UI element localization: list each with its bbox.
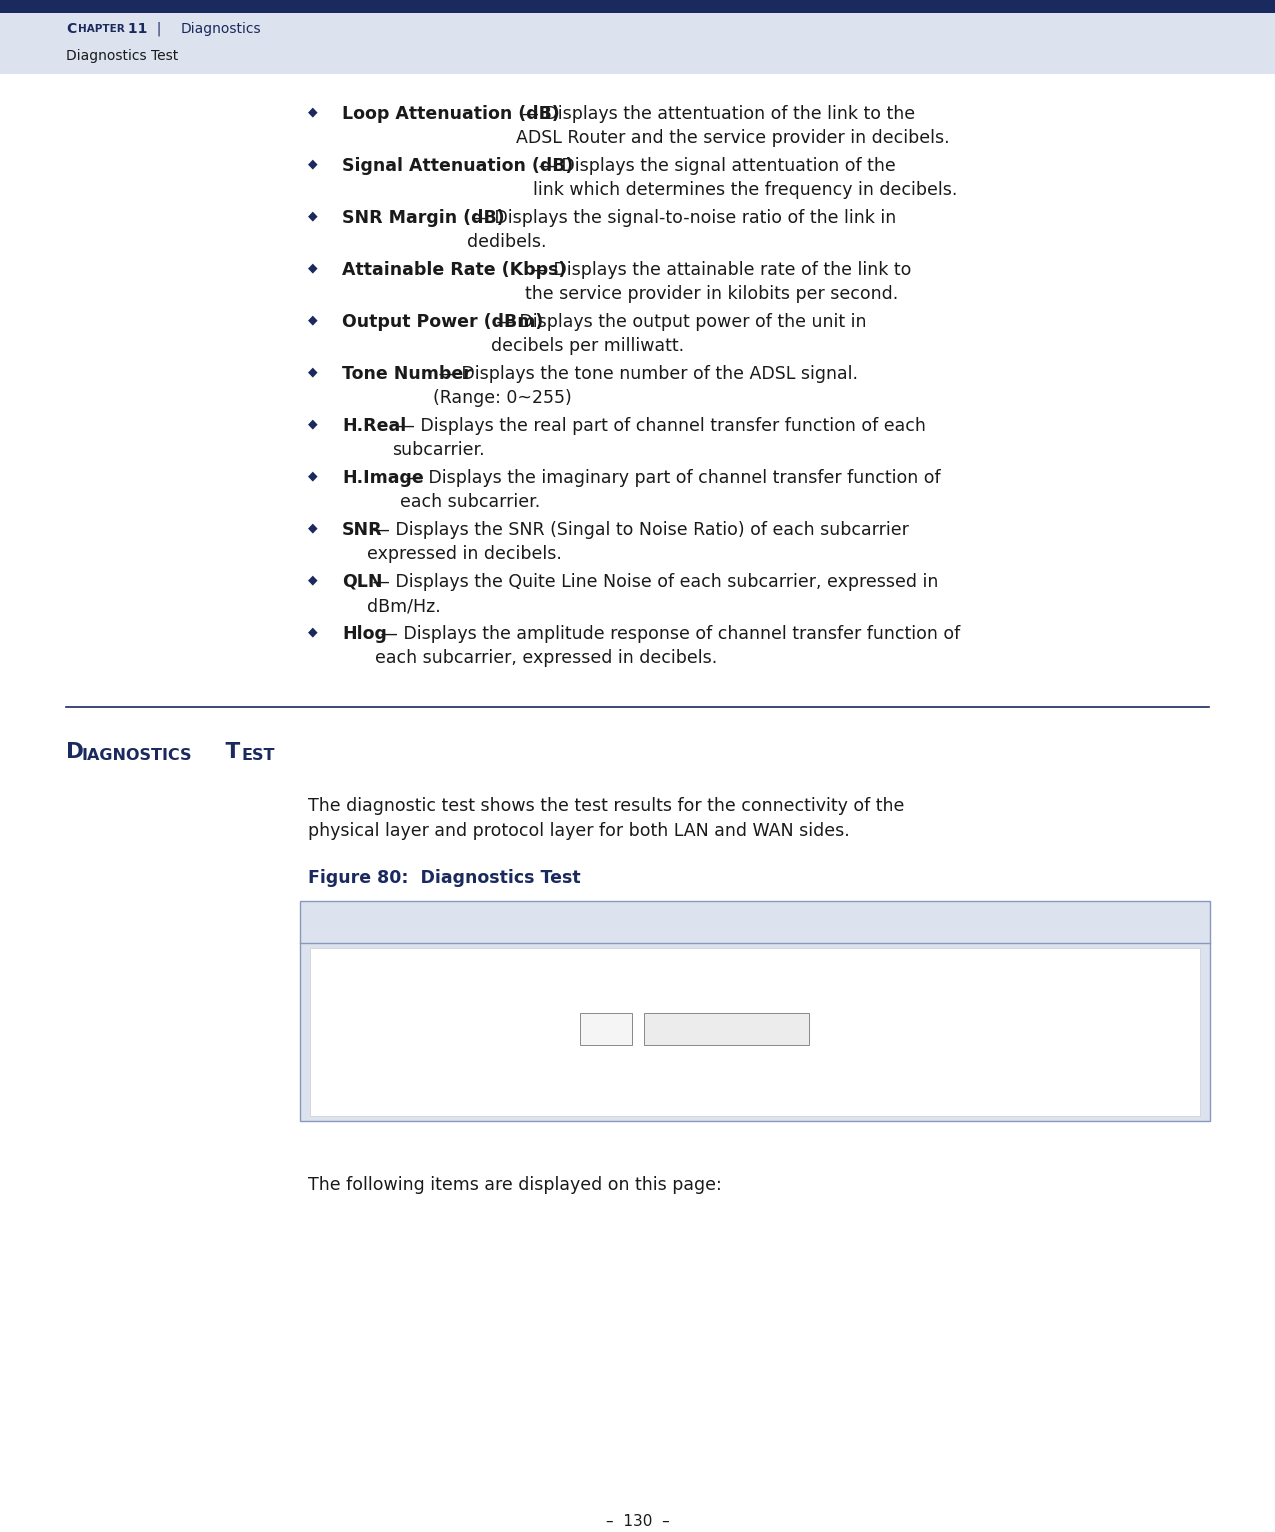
- Text: ◆: ◆: [309, 625, 317, 637]
- Text: — Displays the signal attentuation of the
link which determines the frequency in: — Displays the signal attentuation of th…: [533, 156, 958, 199]
- Text: D: D: [66, 741, 84, 761]
- FancyBboxPatch shape: [300, 901, 1210, 1121]
- Text: IAGNOSTICS: IAGNOSTICS: [82, 748, 191, 763]
- Text: ◆: ◆: [309, 156, 317, 170]
- Text: Attainable Rate (Kbps): Attainable Rate (Kbps): [342, 260, 566, 279]
- Text: HAPTER: HAPTER: [78, 25, 125, 34]
- FancyBboxPatch shape: [580, 1013, 632, 1045]
- Text: — Displays the Quite Line Noise of each subcarrier, expressed in
dBm/Hz.: — Displays the Quite Line Noise of each …: [367, 573, 938, 616]
- Text: vc0 ▾: vc0 ▾: [586, 1023, 616, 1037]
- Text: Figure 80:  Diagnostics Test: Figure 80: Diagnostics Test: [309, 869, 580, 887]
- Text: EST: EST: [242, 748, 275, 763]
- Text: — Displays the tone number of the ADSL signal.
(Range: 0~255): — Displays the tone number of the ADSL s…: [434, 365, 858, 408]
- Text: C: C: [66, 21, 76, 35]
- FancyBboxPatch shape: [0, 0, 1275, 74]
- Text: H.Real: H.Real: [342, 417, 407, 435]
- Text: — Displays the real part of channel transfer function of each
subcarrier.: — Displays the real part of channel tran…: [391, 417, 926, 460]
- Text: The diagnostic test shows the test results for the connectivity of the
physical : The diagnostic test shows the test resul…: [309, 797, 904, 840]
- Text: |: |: [148, 21, 170, 37]
- Text: — Displays the imaginary part of channel transfer function of
each subcarrier.: — Displays the imaginary part of channel…: [400, 469, 941, 512]
- FancyBboxPatch shape: [0, 0, 1275, 12]
- Text: SNR: SNR: [342, 521, 382, 539]
- Text: ◆: ◆: [309, 573, 317, 587]
- Text: Output Power (dBm): Output Power (dBm): [342, 313, 543, 331]
- Text: The DSL Router is capable of testing your DSL connection. The individual tests a: The DSL Router is capable of testing you…: [325, 964, 987, 973]
- Text: ◆: ◆: [309, 417, 317, 430]
- Text: SNR Margin (dB): SNR Margin (dB): [342, 208, 505, 227]
- Text: ◆: ◆: [309, 521, 317, 535]
- Text: Run Diagnostic Test: Run Diagnostic Test: [666, 1023, 788, 1037]
- Text: ◆: ◆: [309, 365, 317, 378]
- Text: Diagnostics: Diagnostics: [181, 21, 261, 35]
- Text: — Displays the attentuation of the link to the
ADSL Router and the service provi: — Displays the attentuation of the link …: [516, 106, 950, 147]
- Text: 11: 11: [122, 21, 148, 35]
- Text: ◆: ◆: [309, 106, 317, 118]
- Text: H.Image: H.Image: [342, 469, 423, 487]
- Text: Loop Attenuation (dB): Loop Attenuation (dB): [342, 106, 560, 123]
- FancyBboxPatch shape: [644, 1013, 810, 1045]
- Text: status, click "Run Diagnostic Test" button again to make sure the fail status is: status, click "Run Diagnostic Test" butt…: [325, 987, 822, 996]
- Text: ◆: ◆: [309, 208, 317, 222]
- Text: — Displays the attainable rate of the link to
the service provider in kilobits p: — Displays the attainable rate of the li…: [524, 260, 910, 303]
- Text: ◆: ◆: [309, 260, 317, 274]
- Text: ◆: ◆: [309, 313, 317, 326]
- Text: T: T: [218, 741, 240, 761]
- Text: Diagnostic Test: Diagnostic Test: [317, 912, 473, 928]
- FancyBboxPatch shape: [310, 948, 1200, 1115]
- Text: Signal Attenuation (dB): Signal Attenuation (dB): [342, 156, 574, 175]
- Text: The following items are displayed on this page:: The following items are displayed on thi…: [309, 1177, 722, 1193]
- Text: Diagnostics Test: Diagnostics Test: [66, 49, 179, 63]
- Text: Hlog: Hlog: [342, 625, 386, 643]
- Text: — Displays the amplitude response of channel transfer function of
each subcarrie: — Displays the amplitude response of cha…: [375, 625, 960, 668]
- Text: Select the Internet Connection:: Select the Internet Connection:: [325, 1023, 521, 1037]
- Text: QLN: QLN: [342, 573, 382, 591]
- Text: — Displays the signal-to-noise ratio of the link in
dedibels.: — Displays the signal-to-noise ratio of …: [467, 208, 896, 251]
- Text: — Displays the SNR (Singal to Noise Ratio) of each subcarrier
expressed in decib: — Displays the SNR (Singal to Noise Rati…: [367, 521, 909, 564]
- Text: ◆: ◆: [309, 469, 317, 483]
- Text: — Displays the output power of the unit in
decibels per milliwatt.: — Displays the output power of the unit …: [491, 313, 867, 355]
- Text: Tone Number: Tone Number: [342, 365, 472, 383]
- Text: –  130  –: – 130 –: [606, 1514, 669, 1529]
